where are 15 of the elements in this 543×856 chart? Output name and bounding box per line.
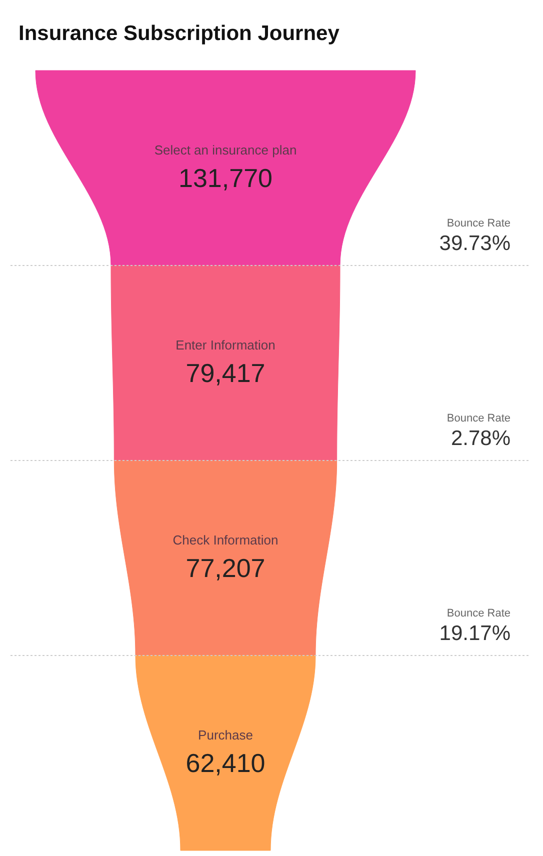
- text: 19.17%: [439, 622, 511, 645]
- category-label: Enter Information: [176, 337, 276, 352]
- category-label: Purchase: [198, 727, 253, 742]
- data-label: 79,417: [186, 358, 266, 388]
- data-label: 62,410: [186, 748, 266, 778]
- category-label: Check Information: [172, 532, 278, 548]
- data-label: 131,770: [178, 162, 272, 193]
- text: 39.73%: [439, 232, 511, 255]
- text: Bounce Rate: [446, 608, 511, 620]
- data-label: 77,207: [186, 552, 266, 583]
- text: Insurance Subscription Journey: [18, 22, 340, 45]
- text: Bounce Rate: [446, 218, 511, 230]
- category-label: Select an insurance plan: [154, 142, 297, 158]
- text: 2.78%: [450, 427, 510, 450]
- text: Bounce Rate: [446, 412, 511, 424]
